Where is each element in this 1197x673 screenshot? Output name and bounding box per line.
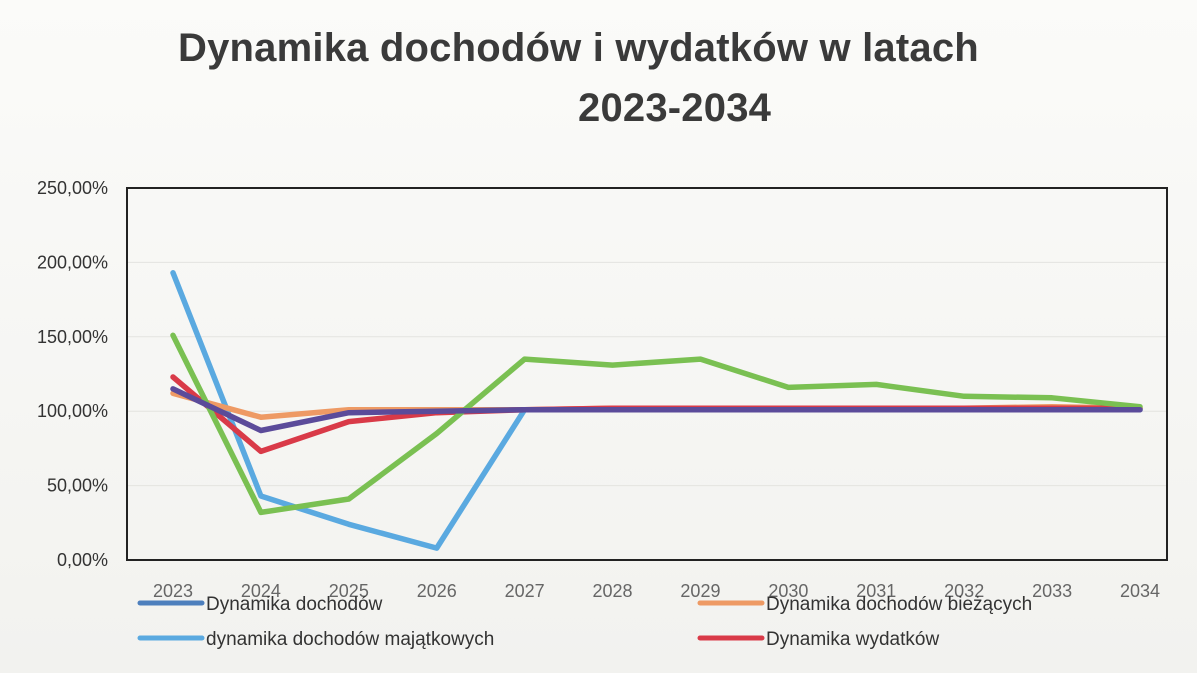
grid-lines — [127, 261, 1167, 487]
x-tick-label: 2027 — [505, 581, 545, 601]
x-tick-label: 2034 — [1120, 581, 1160, 601]
x-tick-label: 2031 — [856, 581, 896, 601]
legend-label: Dynamika dochodów — [206, 594, 383, 615]
x-tick-label: 2033 — [1032, 581, 1072, 601]
legend-item: dynamika dochodów majątkowych — [137, 629, 494, 650]
y-axis-ticks: 0,00% 50,00% 100,00% 150,00% 200,00% 250,00% — [37, 178, 108, 570]
chart-title-line-2: 2023-2034 — [578, 86, 772, 130]
x-tick-label: 2032 — [944, 581, 984, 601]
x-tick-label: 2030 — [768, 581, 808, 601]
y-tick-label: 0,00% — [57, 550, 108, 570]
legend-item: Dynamika wydatków — [697, 629, 939, 650]
x-tick-label: 2028 — [593, 581, 633, 601]
series-line — [170, 332, 1143, 516]
x-axis-ticks: 2023 2024 2025 2026 2027 2028 2029 2030 2031 2032… — [153, 581, 1160, 601]
series-line — [170, 386, 1143, 434]
legend-item: Dynamika dochodów bieżących — [697, 594, 1032, 615]
x-tick-label: 2025 — [329, 581, 369, 601]
plot-frame — [126, 187, 1168, 561]
legend-label: Dynamika wydatków — [766, 629, 939, 650]
x-tick-label: 2023 — [153, 581, 193, 601]
y-tick-label: 100,00% — [37, 401, 108, 421]
x-tick-label: 2026 — [417, 581, 457, 601]
legend: Dynamika dochodów Dynamika dochodów bieżą… — [137, 594, 1032, 650]
x-tick-label: 2024 — [241, 581, 281, 601]
chart-title-line-1: Dynamika dochodów i wydatków w latach — [178, 26, 979, 70]
legend-item: Dynamika dochodów — [137, 594, 383, 615]
legend-label: Dynamika dochodów bieżących — [766, 594, 1032, 615]
series-lines — [170, 270, 1143, 551]
y-tick-label: 50,00% — [47, 476, 108, 496]
y-tick-label: 200,00% — [37, 252, 108, 272]
y-tick-label: 250,00% — [37, 178, 108, 198]
y-tick-label: 150,00% — [37, 327, 108, 347]
x-tick-label: 2029 — [680, 581, 720, 601]
legend-label: dynamika dochodów majątkowych — [206, 629, 494, 650]
